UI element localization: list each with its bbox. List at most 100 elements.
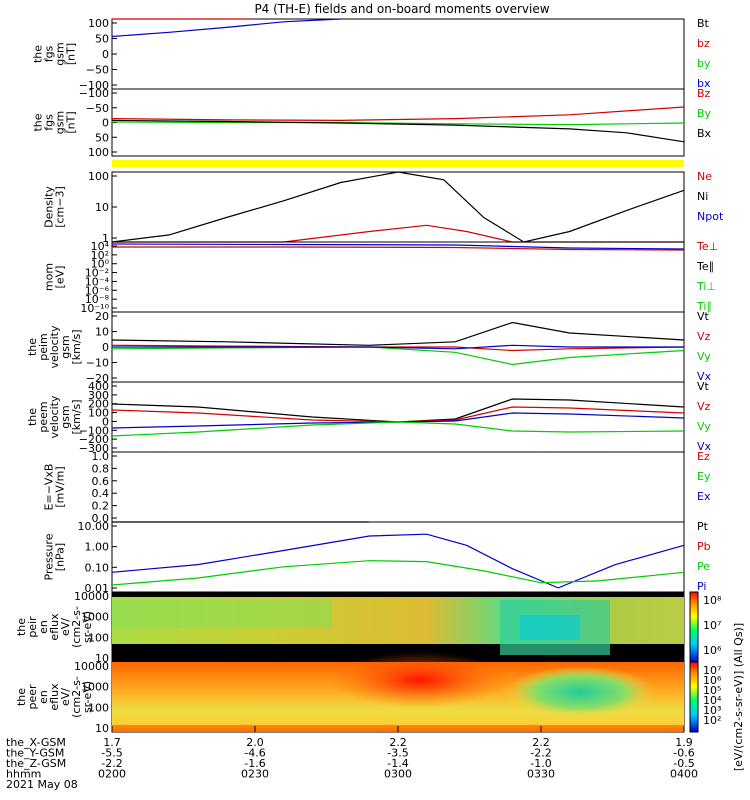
legend-entry: Vx (697, 370, 712, 383)
y-tick-label: −200 (79, 433, 109, 446)
y-tick-label: 10⁻¹⁰ (80, 302, 109, 315)
x-annotation-value: 2.2 (389, 736, 407, 749)
y-axis-label: velocity (48, 395, 61, 438)
y-tick-label: 1000 (81, 611, 109, 624)
colorbar-tick-label: 10⁸ (703, 594, 722, 607)
legend-entry: Ti∥ (696, 300, 712, 313)
y-axis-label: sr-eV) (81, 681, 94, 713)
x-annotation-value: 2.2 (532, 736, 550, 749)
x-annotation-value: -4.6 (244, 747, 265, 760)
y-axis-label: en (37, 620, 50, 634)
colorbar-tick-label: 10² (703, 714, 721, 727)
x-annotation-value: -1.4 (387, 757, 408, 770)
legend-entry: Te∥ (696, 260, 714, 273)
colorbar-tick-label: 10⁶ (703, 644, 722, 657)
y-axis-label: (cm2-s- (70, 676, 83, 718)
x-annotation-value: -2.2 (530, 747, 551, 760)
y-tick-label: 400 (88, 380, 109, 393)
y-axis-label: eflux (48, 683, 61, 711)
y-axis-label: fgs (43, 114, 56, 131)
x-annotation-value: 0200 (98, 768, 126, 781)
legend-entry: Bz (697, 87, 711, 100)
legend-entry: Vz (697, 330, 711, 343)
y-tick-label: 0.10 (85, 561, 110, 574)
colorbar-tick-label: 10³ (703, 704, 721, 717)
x-annotation-row-label: the_X-GSM (6, 736, 66, 749)
legend-entry: Vy (697, 350, 711, 363)
legend-entry: Npot (697, 210, 724, 223)
legend-entry: Bt (697, 17, 710, 30)
y-tick-label: 10² (91, 249, 109, 262)
y-tick-label: 100 (88, 17, 109, 30)
y-tick-label: 100 (88, 407, 109, 420)
y-tick-label: 20 (95, 310, 109, 323)
legend-entry: Vt (697, 380, 710, 393)
y-axis-label: the (15, 618, 28, 636)
colorbar-tick-label: 10⁶ (703, 674, 722, 687)
series-line (111, 121, 685, 126)
series-line (111, 346, 685, 366)
y-tick-label: 0.01 (85, 582, 110, 595)
legend-entry: Pi (697, 580, 706, 593)
colorbar-tick-label: 10⁷ (703, 664, 721, 677)
y-axis-label: [eV] (54, 266, 67, 289)
y-tick-label: 0 (102, 341, 109, 354)
y-tick-label: 50 (95, 33, 109, 46)
y-tick-label: 50 (95, 131, 109, 144)
y-tick-label: 10⁻⁴ (85, 275, 110, 288)
y-tick-label: 1 (102, 232, 109, 245)
legend-entry: Ni (697, 190, 708, 203)
y-axis-label: peir (26, 616, 39, 638)
legend-entry: Te⊥ (696, 240, 718, 253)
legend-entry: Vx (697, 440, 712, 453)
y-tick-label: −20 (86, 372, 109, 385)
y-axis-label: eflux (48, 613, 61, 641)
colorbar-tick-label: 10⁷ (703, 619, 721, 632)
y-axis-label: gsm (54, 42, 67, 65)
series-line (111, 533, 685, 589)
y-tick-label: 10 (95, 722, 109, 735)
series-line (111, 18, 341, 38)
legend-entry: Pt (697, 520, 709, 533)
series-line (111, 560, 685, 586)
legend-entry: bz (697, 37, 710, 50)
y-axis-label: [km/s] (70, 329, 83, 364)
x-annotation-value: 0300 (384, 768, 412, 781)
y-tick-label: 10⁻² (85, 267, 109, 280)
y-tick-label: 10⁰ (91, 258, 110, 271)
y-axis-label: fgs (43, 45, 56, 62)
x-axis-date: 2021 May 08 (6, 778, 78, 791)
legend-entry: Ez (697, 450, 710, 463)
y-tick-label: 10 (95, 326, 109, 339)
y-axis-label: [nT] (65, 111, 78, 133)
y-tick-label: 10⁻⁶ (85, 284, 110, 297)
y-axis-label: en (37, 690, 50, 704)
y-tick-label: 10 (95, 652, 109, 665)
y-axis-label: the (32, 45, 45, 63)
y-tick-label: −100 (79, 87, 109, 100)
y-tick-label: −50 (86, 64, 109, 77)
x-annotation-value: 0230 (241, 768, 269, 781)
y-axis-label: (cm2-s- (70, 606, 83, 648)
y-axis-label: gsm (59, 335, 72, 358)
y-axis-label: eV/ (59, 688, 72, 706)
series-line (111, 344, 685, 352)
y-axis-label: velocity (48, 325, 61, 368)
x-annotation-row-label: the_Z-GSM (6, 757, 66, 770)
y-axis-label: [cm−3] (54, 186, 67, 228)
series-line (111, 421, 685, 437)
panel-peir-eflux: 10000 1000 100 10 thepeirenefluxeV/(cm2-s-sr… (15, 590, 722, 665)
panel-frame (111, 451, 685, 523)
y-tick-label: 0.4 (92, 487, 110, 500)
y-tick-label: 100 (88, 146, 109, 159)
series-line (111, 398, 685, 423)
series-line (111, 106, 685, 122)
y-axis-label: the (26, 408, 39, 426)
y-tick-label: −300 (79, 442, 109, 455)
y-tick-label: 10⁻⁸ (85, 293, 110, 306)
